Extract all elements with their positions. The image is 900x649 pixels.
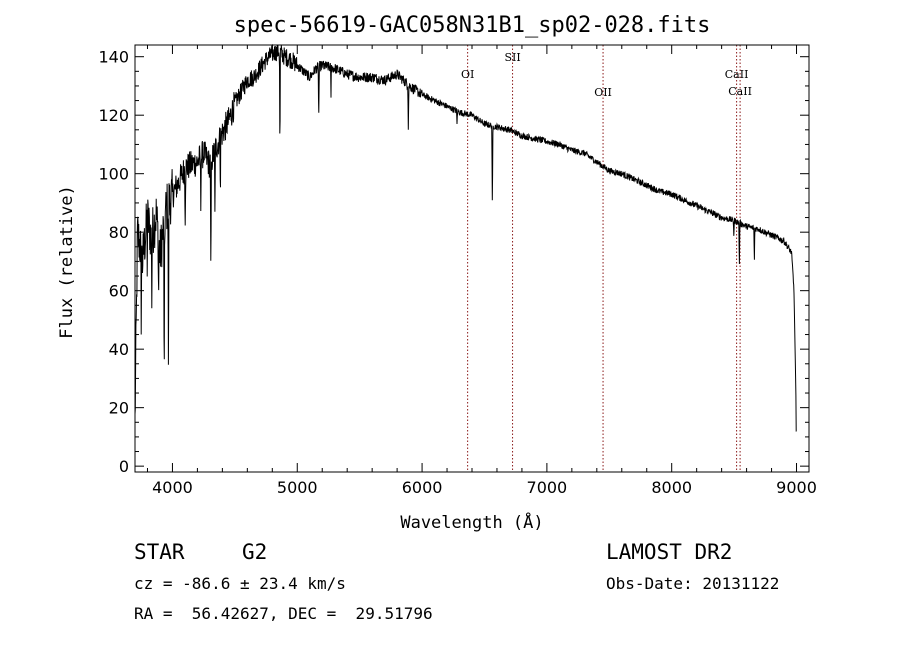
y-tick-label: 60 — [109, 282, 129, 301]
x-tick-label: 5000 — [277, 478, 318, 497]
y-tick-label: 120 — [98, 106, 129, 125]
y-tick-label: 140 — [98, 48, 129, 67]
survey-label: LAMOST DR2 — [606, 540, 733, 564]
spectrum-series-line — [134, 43, 797, 432]
y-tick-label: 0 — [119, 457, 129, 476]
spectral-line-markers: OI SII OII CaII CaII — [461, 45, 752, 472]
x-tick-label: 7000 — [527, 478, 568, 497]
y-tick-label: 100 — [98, 165, 129, 184]
spectral-line-label: OII — [594, 86, 612, 99]
spectral-line-label: SII — [504, 51, 520, 64]
x-axis-label: Wavelength (Å) — [400, 511, 543, 533]
axis-ticks: 4000 5000 6000 7000 8000 9000 0 20 40 60 80 100 120 1… — [98, 45, 817, 497]
redshift-label: cz = -86.6 ± 23.4 km/s — [134, 574, 346, 593]
x-tick-label: 4000 — [152, 478, 193, 497]
spectral-line-label: CaII — [728, 85, 752, 98]
spectral-line-label: CaII — [725, 68, 749, 81]
plot-frame — [134, 44, 810, 473]
x-tick-label: 6000 — [402, 478, 443, 497]
chart-title: spec-56619-GAC058N31B1_sp02-028.fits — [234, 13, 711, 38]
x-tick-label: 9000 — [776, 478, 817, 497]
y-tick-label: 20 — [109, 399, 129, 418]
y-tick-label: 80 — [109, 223, 129, 242]
y-axis-label: Flux (relative) — [57, 185, 77, 339]
coordinates-label: RA = 56.42627, DEC = 29.51796 — [134, 604, 433, 623]
spectral-line-label: OI — [461, 68, 474, 81]
y-tick-label: 40 — [109, 340, 129, 359]
object-type-label: STAR — [134, 540, 185, 564]
x-tick-label: 8000 — [651, 478, 692, 497]
subclass-label: G2 — [242, 540, 268, 564]
obs-date-label: Obs-Date: 20131122 — [606, 574, 780, 593]
